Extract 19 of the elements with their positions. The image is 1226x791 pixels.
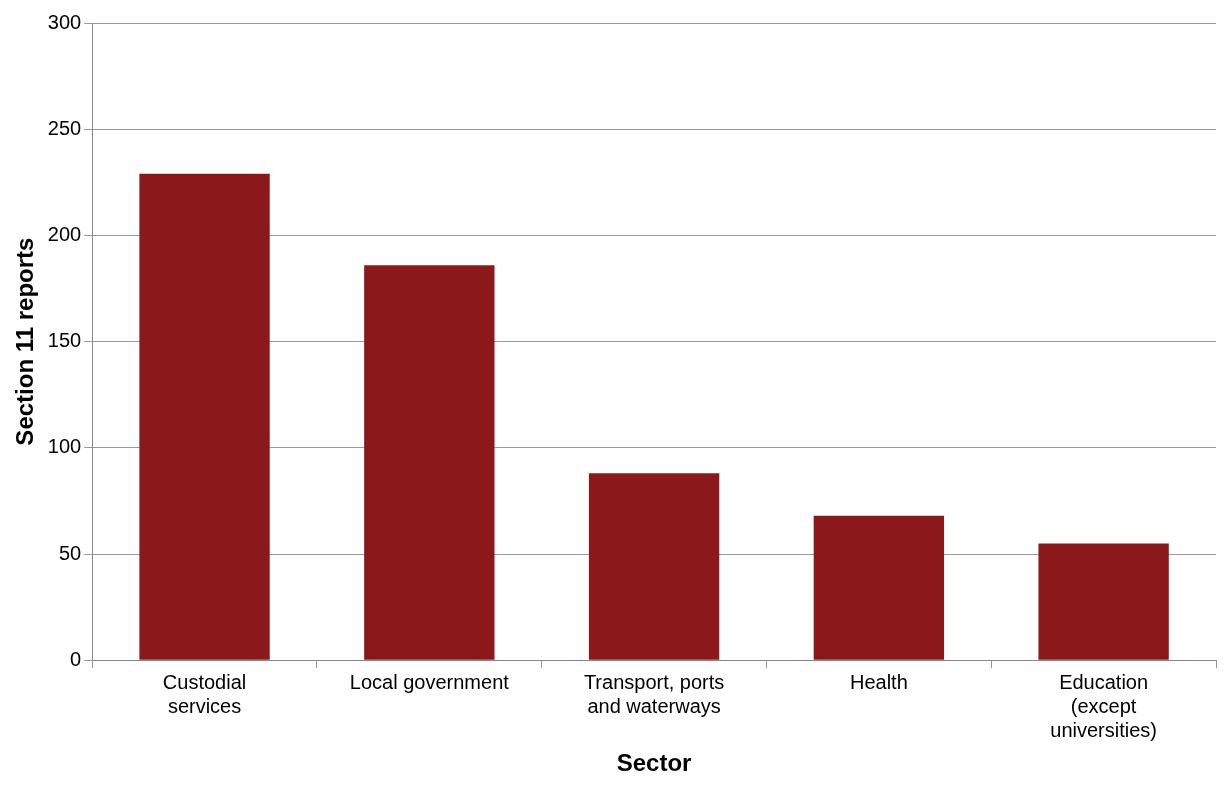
x-tick-label: Health xyxy=(849,670,908,693)
y-tick-label: 250 xyxy=(47,116,82,139)
y-tick-label: 0 xyxy=(70,647,82,670)
bar xyxy=(588,473,720,660)
x-axis-title: Sector xyxy=(616,749,692,777)
x-tick-label: Transport, ports and waterways xyxy=(583,670,725,717)
y-axis-title: Section 11 reports xyxy=(11,237,39,446)
bar xyxy=(1038,543,1169,660)
bar xyxy=(139,173,270,660)
y-tick-label: 200 xyxy=(47,222,82,245)
bar xyxy=(813,515,945,660)
y-tick-label: 300 xyxy=(47,10,82,33)
bar xyxy=(364,265,495,660)
x-tick-label: Local government xyxy=(349,670,510,693)
y-tick-label: 100 xyxy=(47,435,82,458)
x-tick-label: Custodial services xyxy=(162,670,247,717)
y-tick-label: 150 xyxy=(47,329,82,352)
x-tick-label: Education (except universities) xyxy=(1050,670,1157,741)
y-tick-label: 50 xyxy=(58,541,82,564)
